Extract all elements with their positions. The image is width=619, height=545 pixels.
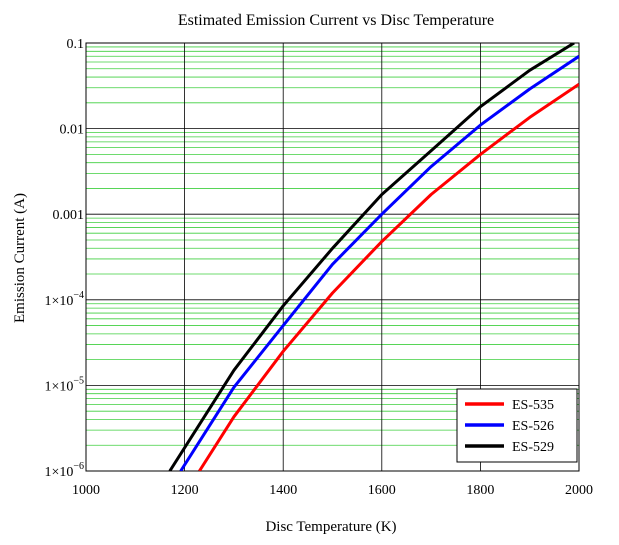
y-tick-label: 1×10−4 <box>44 290 84 309</box>
legend: ES-535 ES-526 ES-529 <box>456 388 578 463</box>
y-tick-label: 1×10−5 <box>44 375 84 394</box>
plot-area <box>85 42 580 472</box>
y-tick-label: 0.001 <box>53 208 85 223</box>
legend-label: ES-535 <box>512 398 554 413</box>
legend-label: ES-529 <box>512 440 554 455</box>
x-tick-label: 1600 <box>368 483 396 498</box>
chart-title: Estimated Emission Current vs Disc Tempe… <box>178 12 494 29</box>
x-tick-label: 1800 <box>466 483 494 498</box>
x-tick-labels: 1000 1200 1400 1600 1800 2000 <box>72 483 593 498</box>
legend-label: ES-526 <box>512 419 554 434</box>
x-tick-label: 1200 <box>171 483 199 498</box>
series-line-es-526 <box>179 55 579 471</box>
y-tick-labels: 1×10−6 1×10−5 1×10−4 0.001 0.01 0.1 <box>44 37 84 480</box>
y-tick-label: 1×10−6 <box>44 461 84 480</box>
x-tick-label: 2000 <box>565 483 593 498</box>
x-tick-label: 1000 <box>72 483 100 498</box>
y-tick-label: 0.1 <box>67 37 85 52</box>
series-line-es-529 <box>168 43 575 471</box>
y-axis-label: Emission Current (A) <box>12 193 28 323</box>
x-axis-label: Disc Temperature (K) <box>265 519 396 535</box>
y-tick-label: 0.01 <box>60 123 85 138</box>
series-layer <box>168 43 579 471</box>
series-line-es-535 <box>198 82 579 471</box>
x-tick-label: 1400 <box>269 483 297 498</box>
plot-frame <box>85 42 580 472</box>
